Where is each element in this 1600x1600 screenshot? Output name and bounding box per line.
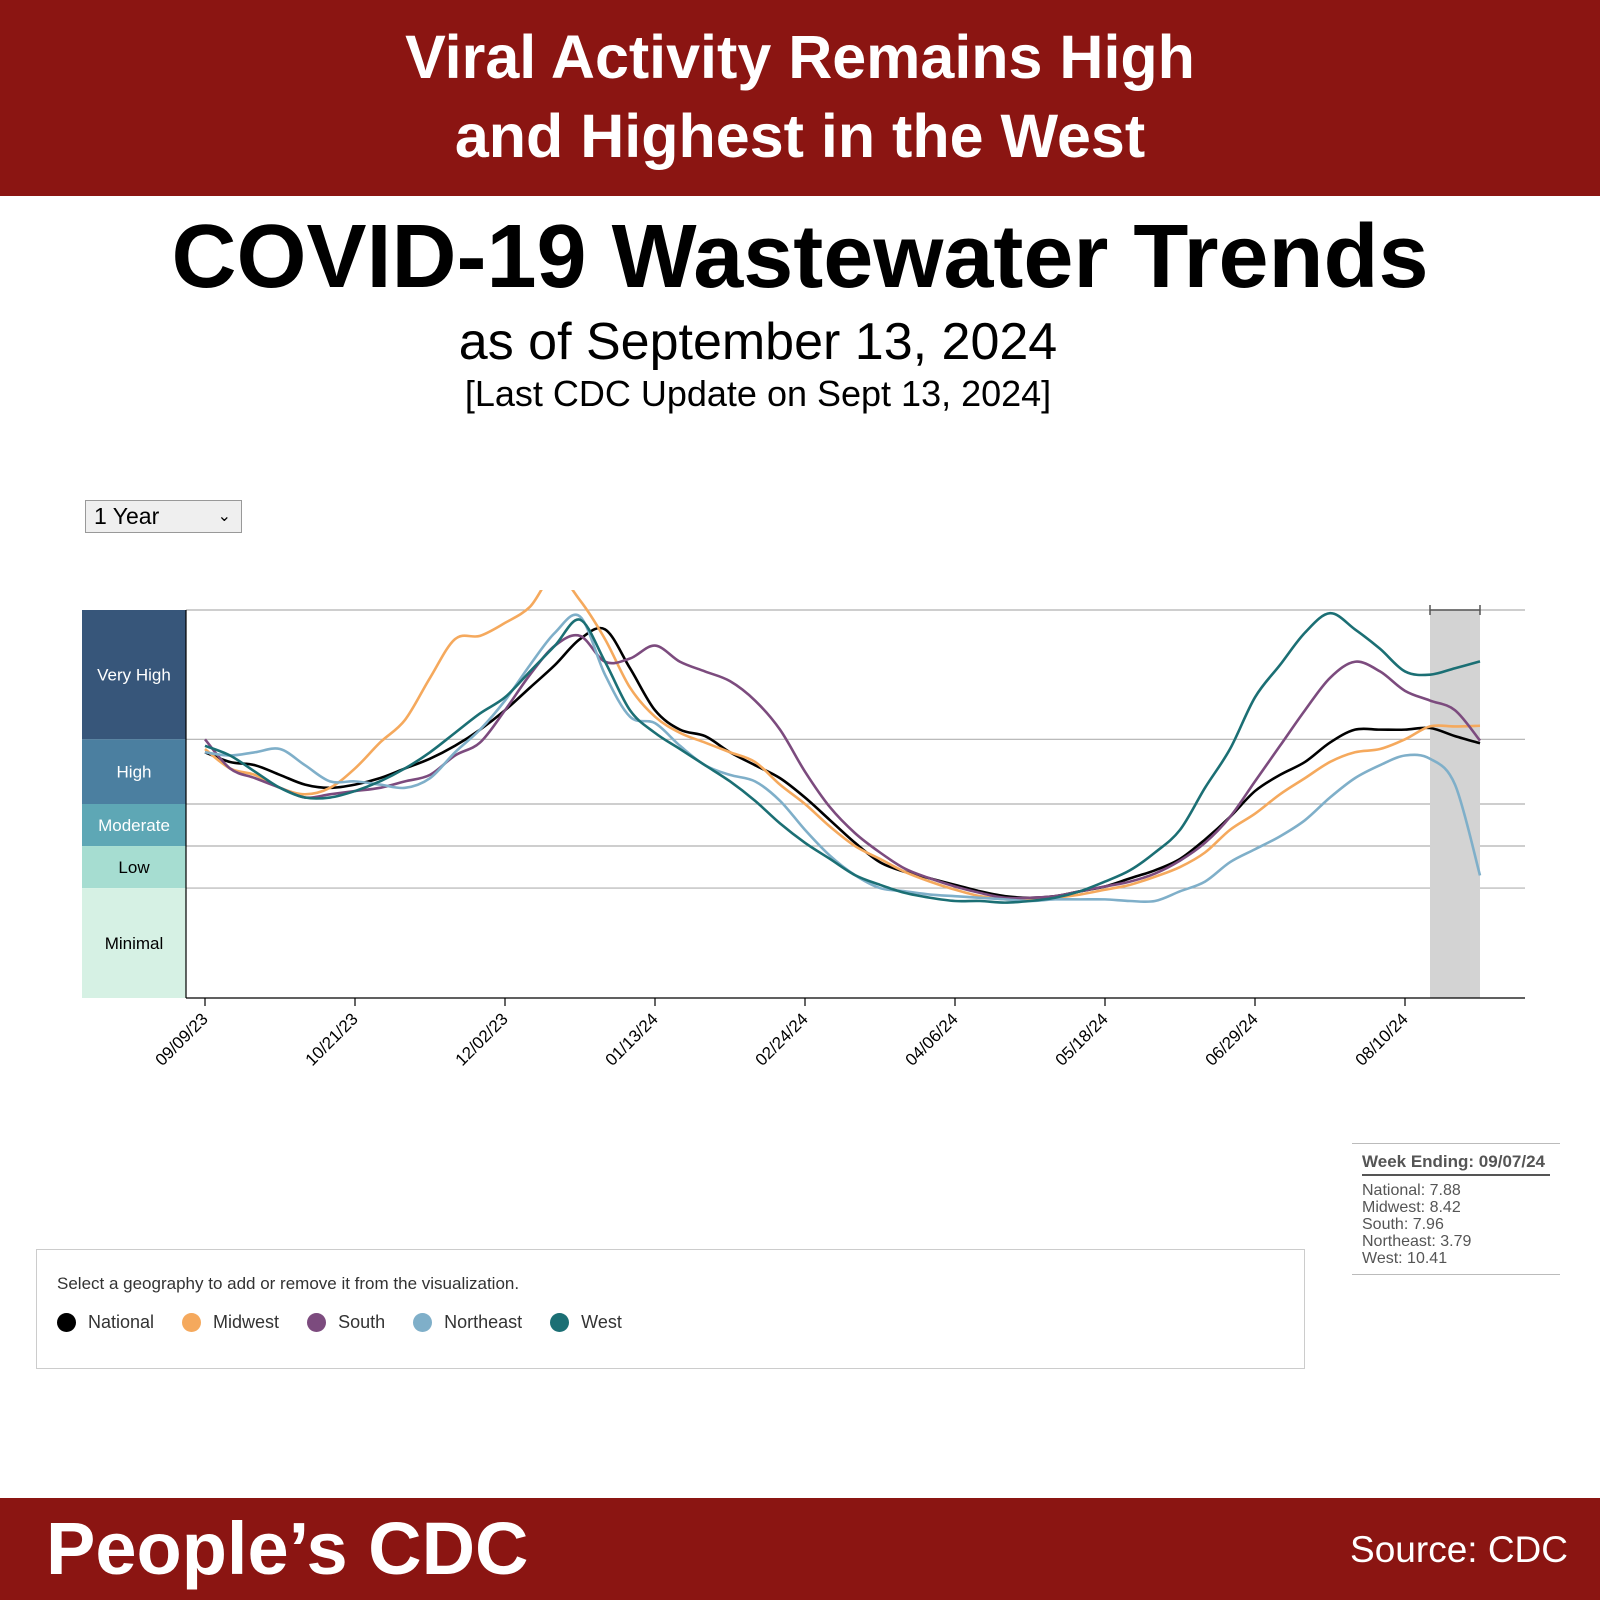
x-tick-label: 02/24/24 [752, 1009, 812, 1069]
legend-dot [307, 1313, 327, 1332]
header-line-2: and Highest in the West [454, 102, 1146, 170]
tooltip-row-midwest: Midwest: 8.42 [1362, 1199, 1461, 1216]
level-label: Very High [97, 666, 171, 685]
highlight-range [1429, 605, 1481, 998]
series-line-national [204, 626, 1481, 900]
legend-label: South [338, 1312, 386, 1332]
legend-label: Northeast [444, 1312, 523, 1332]
level-band [82, 804, 186, 847]
tooltip-row-national: National: 7.88 [1362, 1182, 1461, 1199]
series-line-northeast [204, 613, 1482, 904]
time-range-select[interactable]: 1 Year ⌄ [85, 500, 242, 533]
legend-label: National [88, 1312, 155, 1332]
week-tooltip: Week Ending: 09/07/24 National: 7.88 Mid… [1352, 1143, 1560, 1275]
update-note: [Last CDC Update on Sept 13, 2024] [464, 373, 1052, 414]
x-tick-label: 08/10/24 [1352, 1009, 1412, 1069]
level-label: Minimal [105, 934, 164, 953]
tooltip-row-west: West: 10.41 [1362, 1250, 1448, 1267]
page-subtitle: as of September 13, 2024 [458, 313, 1058, 371]
header-line-1: Viral Activity Remains High [405, 23, 1195, 91]
series-line-south [204, 633, 1482, 900]
x-tick-label: 06/29/24 [1202, 1009, 1262, 1069]
time-range-value: 1 Year [94, 503, 160, 529]
brand-logo-text: People’s CDC [46, 1507, 529, 1590]
x-tick-label: 10/21/23 [302, 1009, 362, 1069]
legend-item-midwest[interactable]: Midwest [182, 1312, 279, 1333]
legend-item-northeast[interactable]: Northeast [413, 1312, 522, 1333]
legend-label: Midwest [213, 1312, 280, 1332]
chevron-down-icon: ⌄ [217, 508, 231, 525]
header-banner: Viral Activity Remains High and Highest … [0, 0, 1600, 196]
x-tick-label: 01/13/24 [602, 1009, 662, 1069]
series-line-west [204, 611, 1481, 904]
x-axis: 09/09/23 10/21/23 12/02/23 01/13/24 02/24/24… [152, 997, 1525, 1070]
level-band [82, 610, 186, 740]
level-band [82, 888, 186, 998]
x-tick-label: 04/06/24 [902, 1009, 962, 1069]
legend: Select a geography to add or remove it f… [36, 1249, 1305, 1369]
level-label: Moderate [98, 816, 170, 835]
level-label: Low [118, 858, 150, 877]
legend-dot [57, 1313, 76, 1332]
legend-dot [413, 1313, 433, 1332]
x-tick-label: 09/09/23 [152, 1009, 212, 1069]
legend-item-national[interactable]: National [57, 1312, 154, 1333]
level-band [82, 739, 186, 804]
legend-items: National Midwest South Northeast West [57, 1312, 650, 1333]
series-lines [204, 590, 1482, 904]
legend-note: Select a geography to add or remove it f… [57, 1274, 520, 1293]
level-label: High [117, 763, 152, 782]
wastewater-chart: Very High High Moderate Low Minimal 09/09/23… [82, 590, 1525, 1070]
level-bands: Very High High Moderate Low Minimal [82, 610, 186, 998]
tooltip-title: Week Ending: 09/07/24 [1362, 1152, 1550, 1176]
legend-dot [550, 1313, 570, 1332]
legend-label: West [581, 1312, 622, 1332]
footer-banner: People’s CDC Source: CDC [0, 1498, 1600, 1600]
level-band [82, 846, 186, 889]
legend-item-south[interactable]: South [307, 1312, 385, 1333]
tooltip-row-northeast: Northeast: 3.79 [1362, 1233, 1472, 1250]
tooltip-row-south: South: 7.96 [1362, 1216, 1444, 1233]
x-tick-label: 05/18/24 [1052, 1009, 1112, 1069]
grid-lines [185, 609, 1525, 998]
legend-dot [182, 1313, 202, 1332]
series-line-midwest [204, 590, 1481, 901]
page-title: COVID-19 Wastewater Trends [171, 207, 1429, 307]
x-tick-label: 12/02/23 [452, 1009, 512, 1069]
source-note: Source: CDC [1350, 1529, 1568, 1570]
highlight-band [1430, 610, 1480, 998]
legend-item-west[interactable]: West [550, 1312, 622, 1333]
